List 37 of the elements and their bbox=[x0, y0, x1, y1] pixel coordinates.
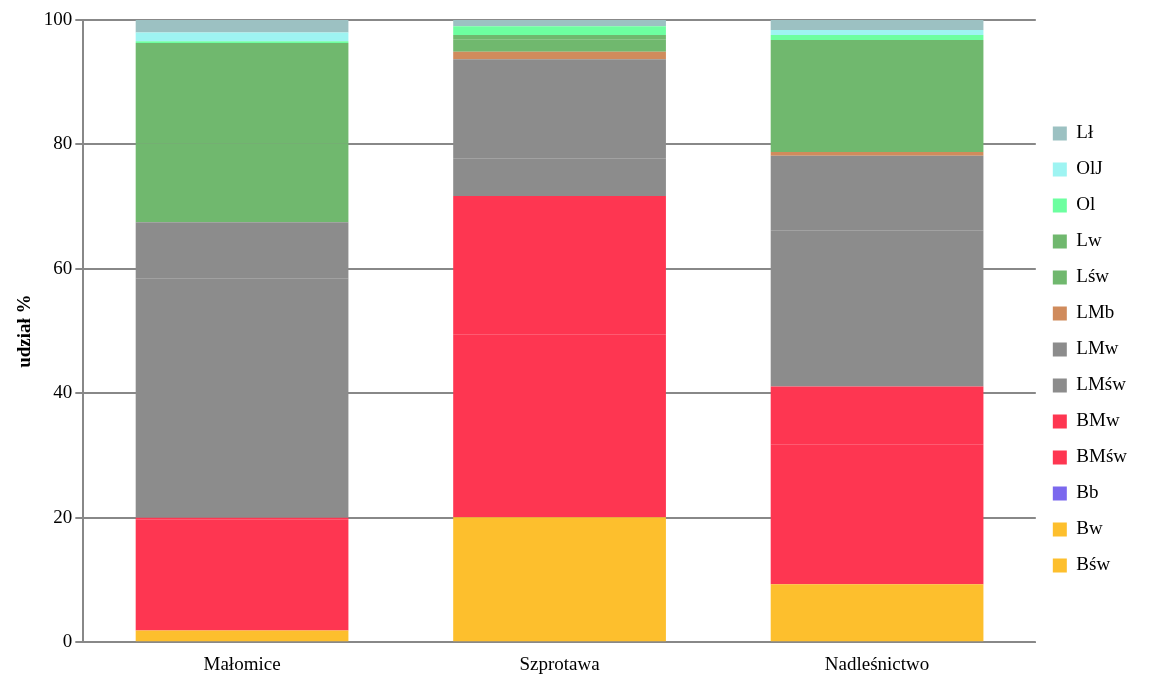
x-tick-label: Szprotawa bbox=[519, 652, 601, 674]
bar bbox=[453, 20, 666, 27]
bar bbox=[770, 20, 984, 30]
y-tick-label: 80 bbox=[53, 132, 73, 154]
legend-label: BMśw bbox=[1076, 445, 1128, 467]
bar bbox=[135, 630, 349, 642]
legend-label: Bb bbox=[1076, 481, 1099, 503]
legend-label: Lw bbox=[1076, 229, 1102, 251]
y-tick-label: 40 bbox=[53, 381, 73, 403]
x-tick-label: Małomice bbox=[203, 652, 281, 674]
bar bbox=[135, 519, 349, 631]
legend-label: LMb bbox=[1076, 301, 1115, 323]
bar bbox=[770, 34, 984, 40]
legend-label: Lł bbox=[1076, 121, 1094, 143]
y-tick-label: 0 bbox=[62, 630, 73, 652]
bar bbox=[135, 20, 349, 33]
legend-label: LMśw bbox=[1076, 373, 1127, 395]
bar bbox=[770, 29, 984, 35]
legend-label: Lśw bbox=[1076, 265, 1110, 287]
legend-label: Bw bbox=[1076, 517, 1103, 539]
y-tick-label: 60 bbox=[53, 256, 73, 278]
legend-label: BMw bbox=[1076, 409, 1120, 431]
y-axis-title: udział % bbox=[13, 294, 35, 368]
legend-label: Ol bbox=[1076, 193, 1096, 215]
legend-label: LMw bbox=[1076, 337, 1119, 359]
legend-label: Bśw bbox=[1076, 553, 1111, 575]
x-tick-label: Nadleśnictwo bbox=[824, 652, 930, 674]
bar bbox=[453, 51, 666, 60]
y-tick-label: 20 bbox=[53, 505, 73, 527]
bar bbox=[135, 32, 349, 42]
bar bbox=[453, 39, 666, 52]
y-tick-label: 100 bbox=[43, 7, 73, 29]
bar bbox=[770, 584, 984, 642]
legend-label: OlJ bbox=[1076, 157, 1103, 179]
bar bbox=[770, 151, 984, 156]
bar bbox=[453, 26, 666, 35]
bar bbox=[453, 517, 666, 642]
